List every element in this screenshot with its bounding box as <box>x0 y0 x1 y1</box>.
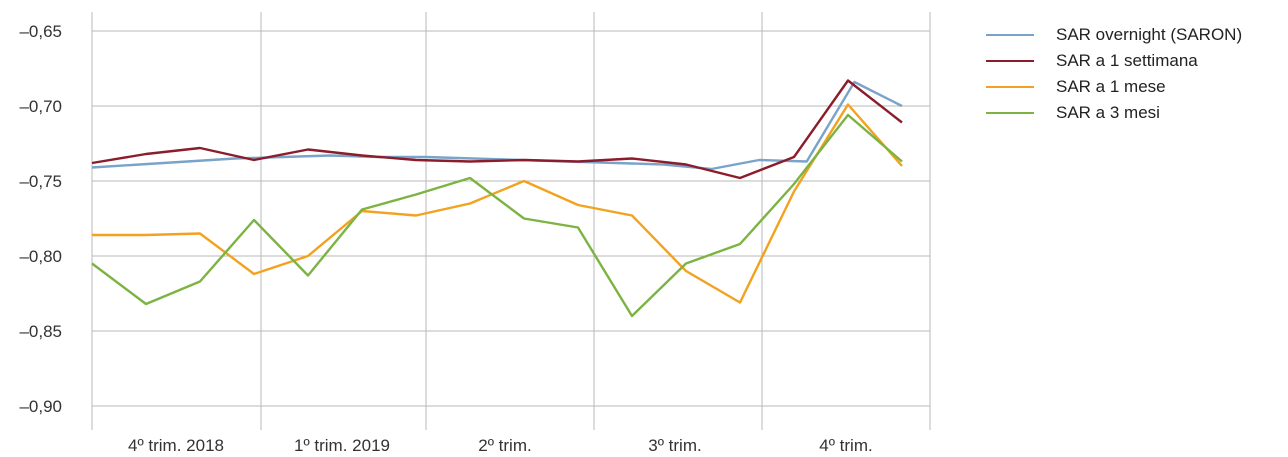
x-tick-label: 2º trim. <box>478 436 531 455</box>
legend-swatch <box>986 112 1034 114</box>
y-tick-label: –0,70 <box>19 97 62 116</box>
x-axis-labels: 4º trim. 2018 1º trim. 2019 2º trim. 3º tri… <box>128 436 873 455</box>
legend-item: SAR a 1 mese <box>986 74 1242 100</box>
y-tick-label: –0,80 <box>19 247 62 266</box>
chart-series <box>91 79 903 318</box>
chart-grid <box>91 12 931 430</box>
x-tick-label: 1º trim. 2019 <box>294 436 390 455</box>
legend-item: SAR a 3 mesi <box>986 100 1242 126</box>
y-axis-labels: –0,65 –0,70 –0,75 –0,80 –0,85 –0,90 <box>19 22 62 416</box>
series-line-2 <box>91 79 903 180</box>
y-tick-label: –0,90 <box>19 397 62 416</box>
x-tick-label: 4º trim. 2018 <box>128 436 224 455</box>
series-line-1 <box>91 80 903 171</box>
legend-swatch <box>986 86 1034 88</box>
legend-swatch <box>986 34 1034 36</box>
legend-swatch <box>986 60 1034 62</box>
legend-label: SAR a 1 settimana <box>1056 51 1198 70</box>
x-tick-label: 3º trim. <box>648 436 701 455</box>
y-tick-label: –0,75 <box>19 172 62 191</box>
legend-label: SAR overnight (SARON) <box>1056 25 1243 44</box>
legend-item: SAR overnight (SARON) <box>986 22 1242 48</box>
legend-item: SAR a 1 settimana <box>986 48 1242 74</box>
chart-legend: SAR overnight (SARON) SAR a 1 settimana SA… <box>986 22 1242 126</box>
legend-label: SAR a 3 mesi <box>1056 103 1160 122</box>
series-line-4 <box>91 113 903 318</box>
legend-label: SAR a 1 mese <box>1056 77 1166 96</box>
x-tick-label: 4º trim. <box>819 436 872 455</box>
y-tick-label: –0,65 <box>19 22 62 41</box>
series-line-3 <box>92 103 903 304</box>
y-tick-label: –0,85 <box>19 322 62 341</box>
